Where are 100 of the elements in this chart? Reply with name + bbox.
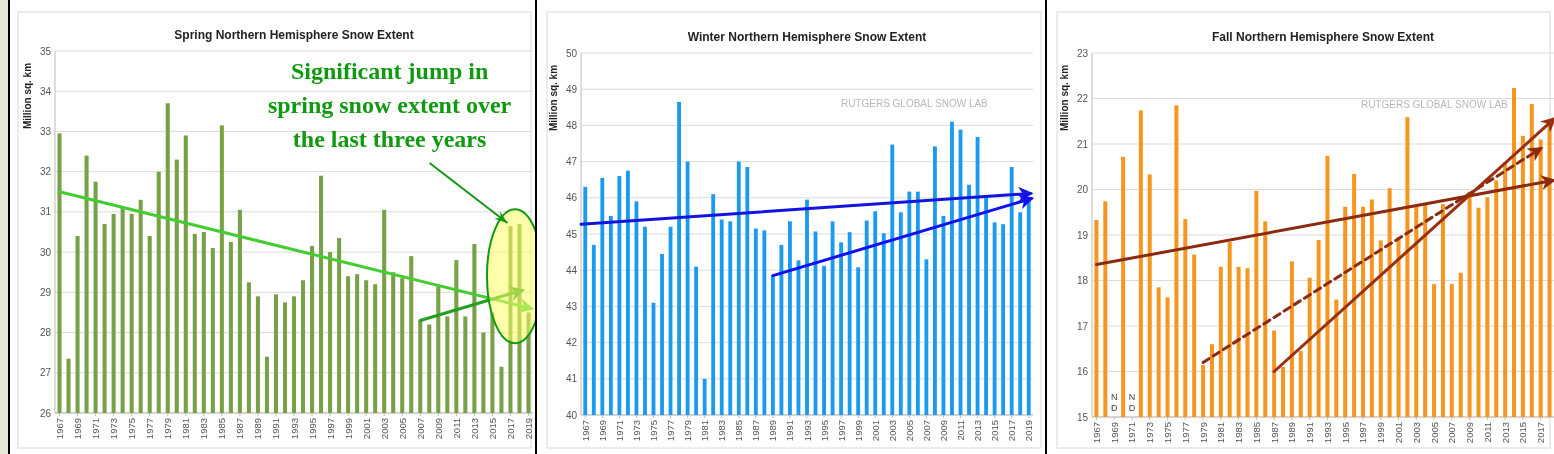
x-tick-label: 1983: [198, 418, 210, 440]
x-tick-label: 1991: [1304, 422, 1316, 444]
x-tick-label: 2019: [1023, 420, 1035, 442]
x-tick-label: 1973: [1144, 422, 1156, 444]
y-tick-label: 27: [39, 367, 52, 379]
y-axis-title: Million sq. km: [1059, 64, 1070, 132]
x-tick-label: 1979: [1197, 422, 1209, 444]
x-tick-label: 1983: [716, 420, 728, 442]
x-tick-label: 1985: [216, 418, 228, 440]
y-tick-label: 50: [565, 47, 578, 59]
x-tick-label: 2015: [989, 420, 1001, 442]
x-tick-label: 1989: [1286, 422, 1298, 444]
x-tick-label: 1967: [579, 420, 591, 442]
x-tick-label: 1997: [1357, 422, 1369, 444]
y-tick-label: 21: [1076, 138, 1089, 150]
y-tick-label: 43: [565, 300, 578, 312]
y-axis-title: Million sq. km: [22, 62, 33, 130]
x-tick-label: 1969: [596, 420, 608, 442]
x-tick-label: 1993: [288, 418, 300, 440]
y-tick-label: 45: [565, 228, 578, 240]
x-tick-label: 1977: [665, 420, 677, 442]
x-tick-label: 1967: [54, 418, 66, 440]
y-tick-label: 44: [565, 264, 578, 276]
y-tick-label: 22: [1076, 93, 1089, 104]
x-tick-label: 1999: [1375, 422, 1387, 444]
y-tick-label: 41: [565, 373, 578, 385]
x-tick-label: 2003: [378, 418, 390, 440]
x-tick-label: 1995: [818, 420, 830, 442]
x-tick-label: 1975: [1162, 422, 1174, 444]
chart-title: Fall Northern Hemisphere Snow Extent: [1211, 30, 1435, 44]
x-tick-label: 2015: [1517, 422, 1529, 444]
x-tick-label: 1969: [72, 418, 84, 440]
x-tick-label: 1971: [90, 418, 102, 440]
y-tick-label: 48: [565, 119, 578, 131]
x-tick-label: 1981: [699, 420, 711, 442]
y-tick-label: 47: [565, 156, 578, 168]
x-tick-label: 2017: [1535, 422, 1547, 444]
x-tick-label: 1977: [1179, 422, 1191, 444]
annotation: Significant jump in spring snow extent over the last three years: [267, 58, 512, 152]
x-tick-label: 2001: [1393, 422, 1405, 444]
y-axis-title: Million sq. km: [548, 64, 559, 132]
chart-title: Spring Northern Hemisphere Snow Extent: [174, 28, 414, 42]
y-tick-label: 18: [1076, 275, 1089, 286]
x-tick-label: 2017: [504, 418, 516, 440]
x-tick-label: 2015: [486, 418, 498, 440]
x-tick-label: 1973: [108, 418, 120, 440]
x-tick-label: 1981: [180, 418, 192, 440]
x-tick-label: 2011: [450, 418, 462, 439]
x-tick-label: 1995: [306, 418, 318, 440]
x-tick-label: 1995: [1339, 422, 1351, 444]
x-tick-label: 1979: [162, 418, 174, 440]
x-tick-label: 1997: [835, 420, 847, 442]
y-tick-label: 17: [1076, 320, 1089, 332]
x-tick-label: 1971: [613, 420, 625, 442]
x-tick-label: 1985: [733, 420, 745, 442]
y-tick-label: 49: [565, 83, 578, 95]
x-tick-label: 1993: [1321, 422, 1333, 444]
annotation: ND: [1128, 392, 1136, 413]
annotation: RUTGERS GLOBAL SNOW LAB: [1360, 98, 1509, 110]
y-tick-label: 20: [1076, 184, 1089, 195]
x-tick-label: 1969: [1108, 422, 1120, 444]
y-tick-label: 46: [565, 192, 578, 204]
x-tick-label: 1993: [801, 420, 813, 442]
annotation: ND: [1110, 392, 1118, 413]
y-tick-label: 19: [1076, 229, 1089, 241]
x-tick-label: 2005: [396, 418, 408, 440]
x-tick-label: 1991: [784, 420, 796, 442]
y-tick-label: 40: [565, 409, 578, 421]
x-tick-label: 1999: [342, 418, 354, 440]
y-tick-label: 31: [39, 206, 52, 218]
y-tick-label: 29: [39, 286, 52, 298]
x-tick-label: 2013: [468, 418, 480, 440]
x-tick-label: 2009: [1464, 422, 1476, 444]
x-tick-label: 2005: [1428, 422, 1440, 444]
y-tick-label: 35: [39, 45, 52, 57]
x-tick-label: 1975: [126, 418, 138, 440]
x-tick-label: 1983: [1233, 422, 1245, 444]
x-tick-label: 2017: [1006, 420, 1018, 442]
x-tick-label: 2005: [903, 420, 915, 442]
x-tick-label: 2009: [937, 420, 949, 442]
chart-title: Winter Northern Hemisphere Snow Extent: [687, 30, 927, 44]
x-tick-label: 1981: [1215, 422, 1227, 444]
x-tick-label: 2001: [360, 418, 372, 440]
x-tick-label: 1997: [324, 418, 336, 440]
x-tick-label: 2001: [869, 420, 881, 442]
y-tick-label: 33: [39, 125, 52, 137]
x-tick-label: 1987: [1268, 422, 1280, 444]
x-tick-label: 1973: [630, 420, 642, 442]
y-tick-label: 16: [1076, 366, 1089, 377]
x-tick-label: 1975: [647, 420, 659, 442]
y-tick-label: 32: [39, 166, 52, 178]
x-tick-label: 2011: [1481, 422, 1493, 443]
x-tick-label: 1979: [682, 420, 694, 442]
x-tick-label: 1967: [1090, 422, 1102, 444]
x-tick-label: 1987: [750, 420, 762, 442]
x-tick-label: 1987: [234, 418, 246, 440]
x-tick-label: 2003: [886, 420, 898, 442]
x-tick-label: 1977: [144, 418, 156, 440]
x-tick-label: 1971: [1126, 422, 1138, 444]
x-tick-label: 1999: [852, 420, 864, 442]
